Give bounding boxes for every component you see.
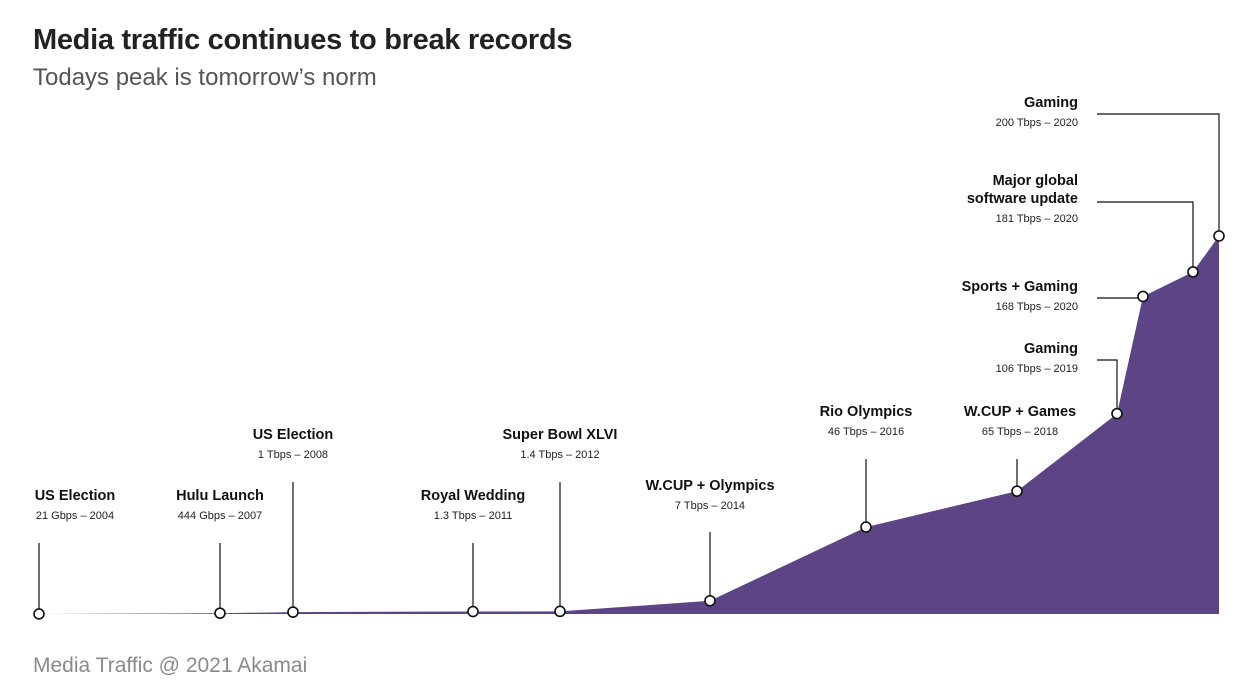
- data-point-marker: [860, 521, 872, 533]
- event-label: Super Bowl XLVI: [503, 427, 618, 443]
- chart-subtitle: Todays peak is tomorrow’s norm: [33, 64, 377, 91]
- point-labels: US Election 21 Gbps – 2004 Hulu Launch 444 …: [35, 95, 1078, 522]
- data-point-marker: [33, 608, 45, 620]
- value-label: 181 Tbps – 2020: [996, 213, 1078, 225]
- value-label: 200 Tbps – 2020: [996, 117, 1078, 129]
- chart-title: Media traffic continues to break records: [33, 24, 573, 56]
- event-label: Rio Olympics: [820, 404, 913, 420]
- event-label: W.CUP + Olympics: [645, 478, 774, 494]
- value-label: 106 Tbps – 2019: [996, 363, 1078, 375]
- value-label: 21 Gbps – 2004: [36, 510, 114, 522]
- event-label: W.CUP + Games: [964, 404, 1076, 420]
- event-label: US Election: [253, 427, 334, 443]
- data-point-marker: [1011, 485, 1023, 497]
- leader-line: [1097, 201, 1194, 267]
- data-point-marker: [1213, 230, 1225, 242]
- value-label: 7 Tbps – 2014: [675, 500, 745, 512]
- value-label: 444 Gbps – 2007: [178, 510, 262, 522]
- value-label: 65 Tbps – 2018: [982, 426, 1058, 438]
- value-label: 1 Tbps – 2008: [258, 449, 328, 461]
- leader-lines: [38, 113, 1220, 609]
- data-point-marker: [1137, 290, 1149, 303]
- source-footer: Media Traffic @ 2021 Akamai: [33, 654, 308, 677]
- event-label: Hulu Launch: [176, 488, 264, 504]
- value-label: 1.3 Tbps – 2011: [434, 510, 513, 522]
- point-markers: [33, 230, 1225, 620]
- value-label: 46 Tbps – 2016: [828, 426, 904, 438]
- event-label: Royal Wedding: [421, 488, 525, 504]
- event-label: Major global software update: [967, 173, 1078, 207]
- data-point-marker: [554, 605, 566, 618]
- event-label: Gaming: [1024, 95, 1078, 111]
- traffic-area: [39, 236, 1219, 614]
- event-label: US Election: [35, 488, 116, 504]
- value-label: 168 Tbps – 2020: [996, 301, 1078, 313]
- leader-line: [1097, 113, 1220, 231]
- data-point-marker: [467, 605, 479, 618]
- data-point-marker: [214, 607, 226, 619]
- leader-line: [1097, 359, 1118, 409]
- event-label: Gaming: [1024, 341, 1078, 357]
- event-label: Sports + Gaming: [962, 279, 1078, 295]
- leader-line: [1097, 291, 1144, 299]
- data-point-marker: [287, 606, 299, 618]
- value-label: 1.4 Tbps – 2012: [520, 449, 599, 461]
- data-point-marker: [1187, 266, 1199, 278]
- data-point-marker: [1111, 407, 1123, 420]
- data-point-marker: [704, 594, 716, 607]
